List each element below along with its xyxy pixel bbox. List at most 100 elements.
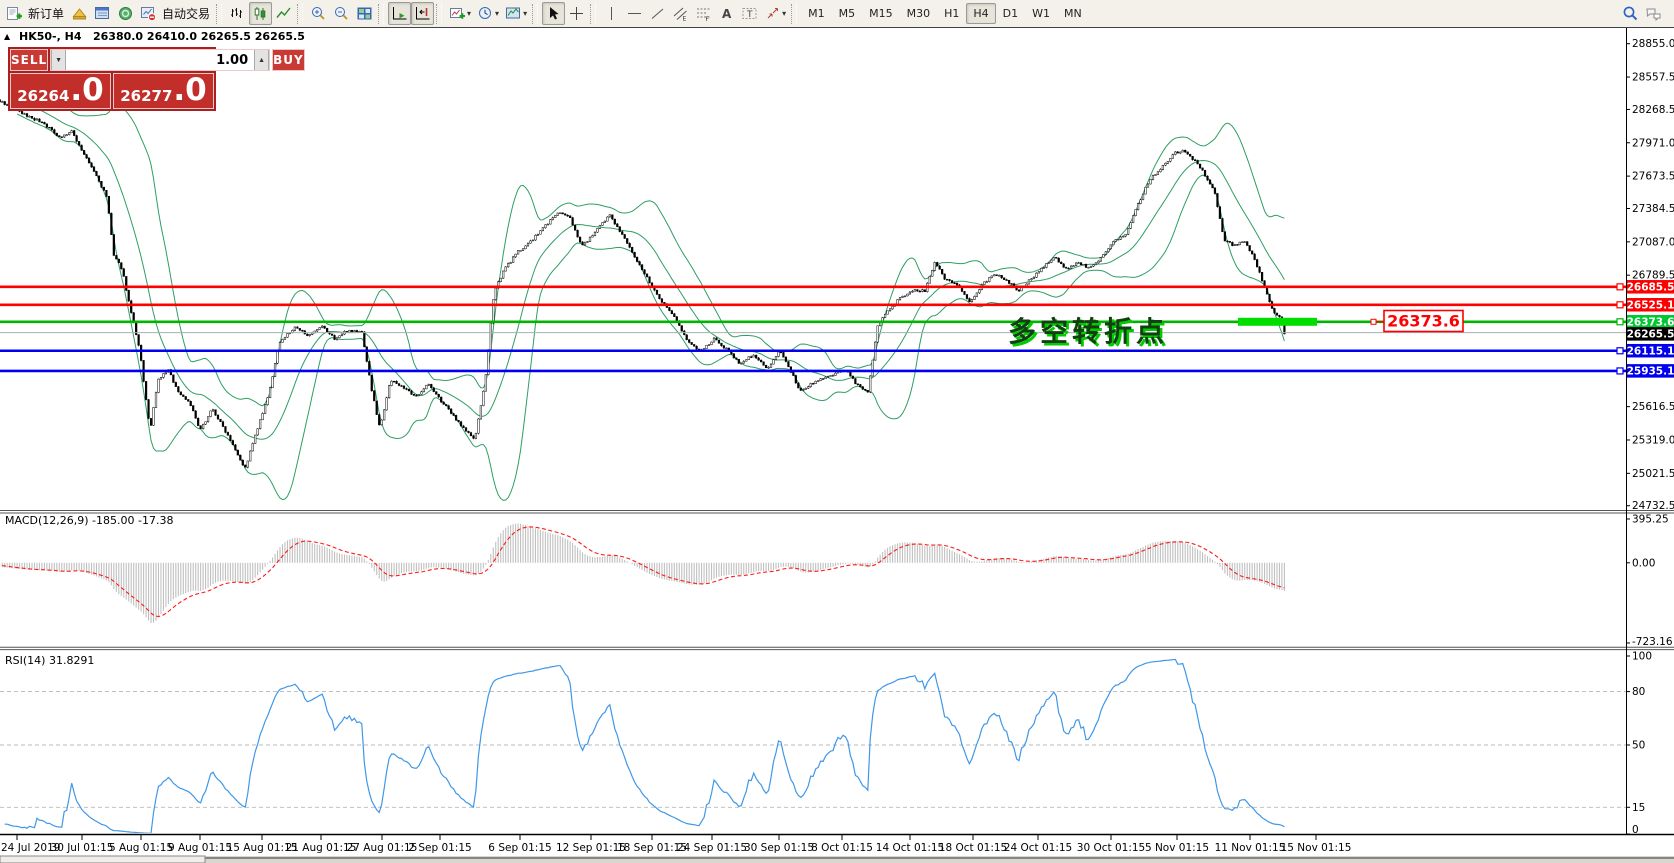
autotrading-label[interactable]: 自动交易 [162, 7, 211, 21]
svg-text:11 Nov 01:15: 11 Nov 01:15 [1215, 842, 1286, 854]
auto-scroll-icon [393, 7, 407, 20]
svg-text:25319.0: 25319.0 [1632, 434, 1674, 446]
sell-price-display[interactable]: 26264 .0 [10, 73, 111, 109]
text-button[interactable]: A [715, 2, 738, 25]
price-tag-26373.6: 26373.6 [1627, 314, 1674, 329]
autotrading-icon [141, 7, 157, 22]
timeframe-m15[interactable]: M15 [869, 7, 893, 20]
volume-decrease-button[interactable]: ▼ [51, 50, 67, 70]
line-anchor-handle[interactable] [1616, 301, 1624, 309]
candlestick-chart-button[interactable] [249, 2, 273, 25]
tile-windows-button[interactable] [353, 2, 376, 25]
candles [0, 99, 1286, 469]
one-click-trading-panel: SELL ▼ ▲ BUY 26264 .0 26277 .0 [8, 47, 305, 111]
timeframe-mn[interactable]: MN [1064, 7, 1082, 20]
price-tag-26265.5: 26265.5 [1627, 327, 1674, 341]
new-order-label[interactable]: 新订单 [28, 7, 65, 21]
svg-text:21 Aug 01:15: 21 Aug 01:15 [286, 842, 357, 854]
toolbar-grip [378, 3, 385, 24]
zoom-out-button[interactable] [330, 2, 353, 25]
ohlc-values: 26380.0 26410.0 26265.5 26265.5 [92, 30, 305, 43]
fibonacci-button[interactable]: F [692, 2, 715, 25]
timeframe-m1[interactable]: M1 [808, 7, 825, 20]
svg-text:80: 80 [1632, 686, 1645, 698]
new-order-button[interactable] [3, 2, 26, 25]
chevron-down-icon: ▾ [782, 9, 787, 18]
chevron-down-icon: ▾ [523, 9, 528, 18]
timeframe-h4[interactable]: H4 [966, 3, 996, 24]
timeframe-d1[interactable]: D1 [1002, 7, 1019, 20]
trend-highlight-segment[interactable] [1238, 317, 1317, 326]
svg-text:27087.0: 27087.0 [1632, 236, 1674, 248]
svg-text:24 Sep 01:15: 24 Sep 01:15 [677, 842, 747, 854]
zoom-in-button[interactable] [307, 2, 330, 25]
timeframe-w1[interactable]: W1 [1032, 7, 1050, 20]
autotrading-button[interactable] [137, 2, 160, 25]
candlestick-chart-icon [254, 7, 266, 20]
line-anchor-handle[interactable] [1616, 318, 1624, 326]
svg-text:A: A [722, 7, 732, 21]
crosshair-button[interactable] [565, 2, 588, 25]
market-watch-button[interactable] [91, 2, 114, 25]
svg-text:9 Aug 01:15: 9 Aug 01:15 [168, 842, 232, 854]
auto-scroll-button[interactable] [388, 2, 412, 25]
chart-shift-button[interactable] [411, 2, 435, 25]
indicators-button[interactable]: ▾ [446, 2, 474, 25]
macd-label: MACD(12,26,9) -185.00 -17.38 [5, 514, 173, 527]
search-button[interactable] [1619, 2, 1642, 25]
volume-increase-button[interactable]: ▲ [254, 50, 270, 70]
one-click-collapse-arrow[interactable]: ▲ [4, 32, 11, 41]
line-anchor-handle[interactable] [1616, 347, 1624, 355]
sell-price-fraction: .0 [70, 72, 104, 108]
templates-button[interactable]: ▾ [502, 2, 530, 25]
bar-chart-button[interactable] [226, 2, 249, 25]
timeframe-m30[interactable]: M30 [906, 7, 931, 20]
sell-price-main: 26264 [17, 86, 70, 105]
periods-button[interactable]: ▾ [474, 2, 502, 25]
svg-text:26685.5: 26685.5 [1627, 281, 1674, 293]
trendline-button[interactable] [646, 2, 669, 25]
buy-price-main: 26277 [120, 86, 173, 105]
cursor-button[interactable] [542, 2, 566, 25]
turning-point-annotation-shadow: 多空转折点 [1011, 318, 1171, 351]
toolbar-grip [590, 3, 597, 24]
svg-text:26373.6: 26373.6 [1387, 312, 1460, 331]
volume-input[interactable] [66, 50, 255, 70]
chat-button[interactable] [1642, 2, 1665, 25]
svg-text:6 Sep 01:15: 6 Sep 01:15 [488, 842, 551, 854]
buy-button[interactable]: BUY [272, 49, 305, 71]
crosshair-icon [570, 7, 584, 20]
buy-price-display[interactable]: 26277 .0 [113, 73, 214, 109]
svg-text:26373.6: 26373.6 [1627, 316, 1674, 328]
chevron-down-icon: ▾ [467, 9, 472, 18]
svg-text:27971.0: 27971.0 [1632, 137, 1674, 149]
svg-text:F: F [706, 16, 710, 22]
turning-point-annotation[interactable]: 多空转折点 [1008, 315, 1168, 348]
text-label-icon: T [742, 8, 757, 20]
timeframe-m5[interactable]: M5 [838, 7, 856, 20]
price-level-label[interactable]: 26373.6 [1370, 309, 1464, 333]
text-label-button[interactable]: T [738, 2, 761, 25]
horizontal-line-button[interactable] [623, 2, 646, 25]
text-icon: A [722, 7, 732, 21]
line-anchor-handle[interactable] [1616, 283, 1624, 291]
new-order-icon [7, 7, 22, 20]
equidistant-channel-button[interactable]: E [669, 2, 692, 25]
timeframe-h1[interactable]: H1 [944, 7, 960, 20]
profiles-button[interactable] [68, 2, 91, 25]
market-watch-icon [95, 7, 110, 19]
svg-text:15 Aug 01:15: 15 Aug 01:15 [227, 842, 298, 854]
price-tag-26685.5: 26685.5 [1627, 280, 1674, 294]
horizontal-scrollbar-thumb[interactable] [0, 855, 206, 863]
arrows-button[interactable]: ▾ [761, 2, 789, 25]
cursor-icon [550, 7, 559, 20]
svg-text:14 Oct 01:15: 14 Oct 01:15 [876, 842, 944, 854]
line-anchor-handle[interactable] [1616, 367, 1624, 375]
trendline-icon [651, 8, 664, 19]
profiles-icon [72, 8, 87, 20]
sell-button[interactable]: SELL [10, 49, 49, 71]
horizontal-scrollbar-track[interactable] [0, 856, 1674, 863]
navigator-button[interactable] [114, 2, 137, 25]
vertical-line-button[interactable] [600, 2, 623, 25]
line-chart-button[interactable] [272, 2, 295, 25]
